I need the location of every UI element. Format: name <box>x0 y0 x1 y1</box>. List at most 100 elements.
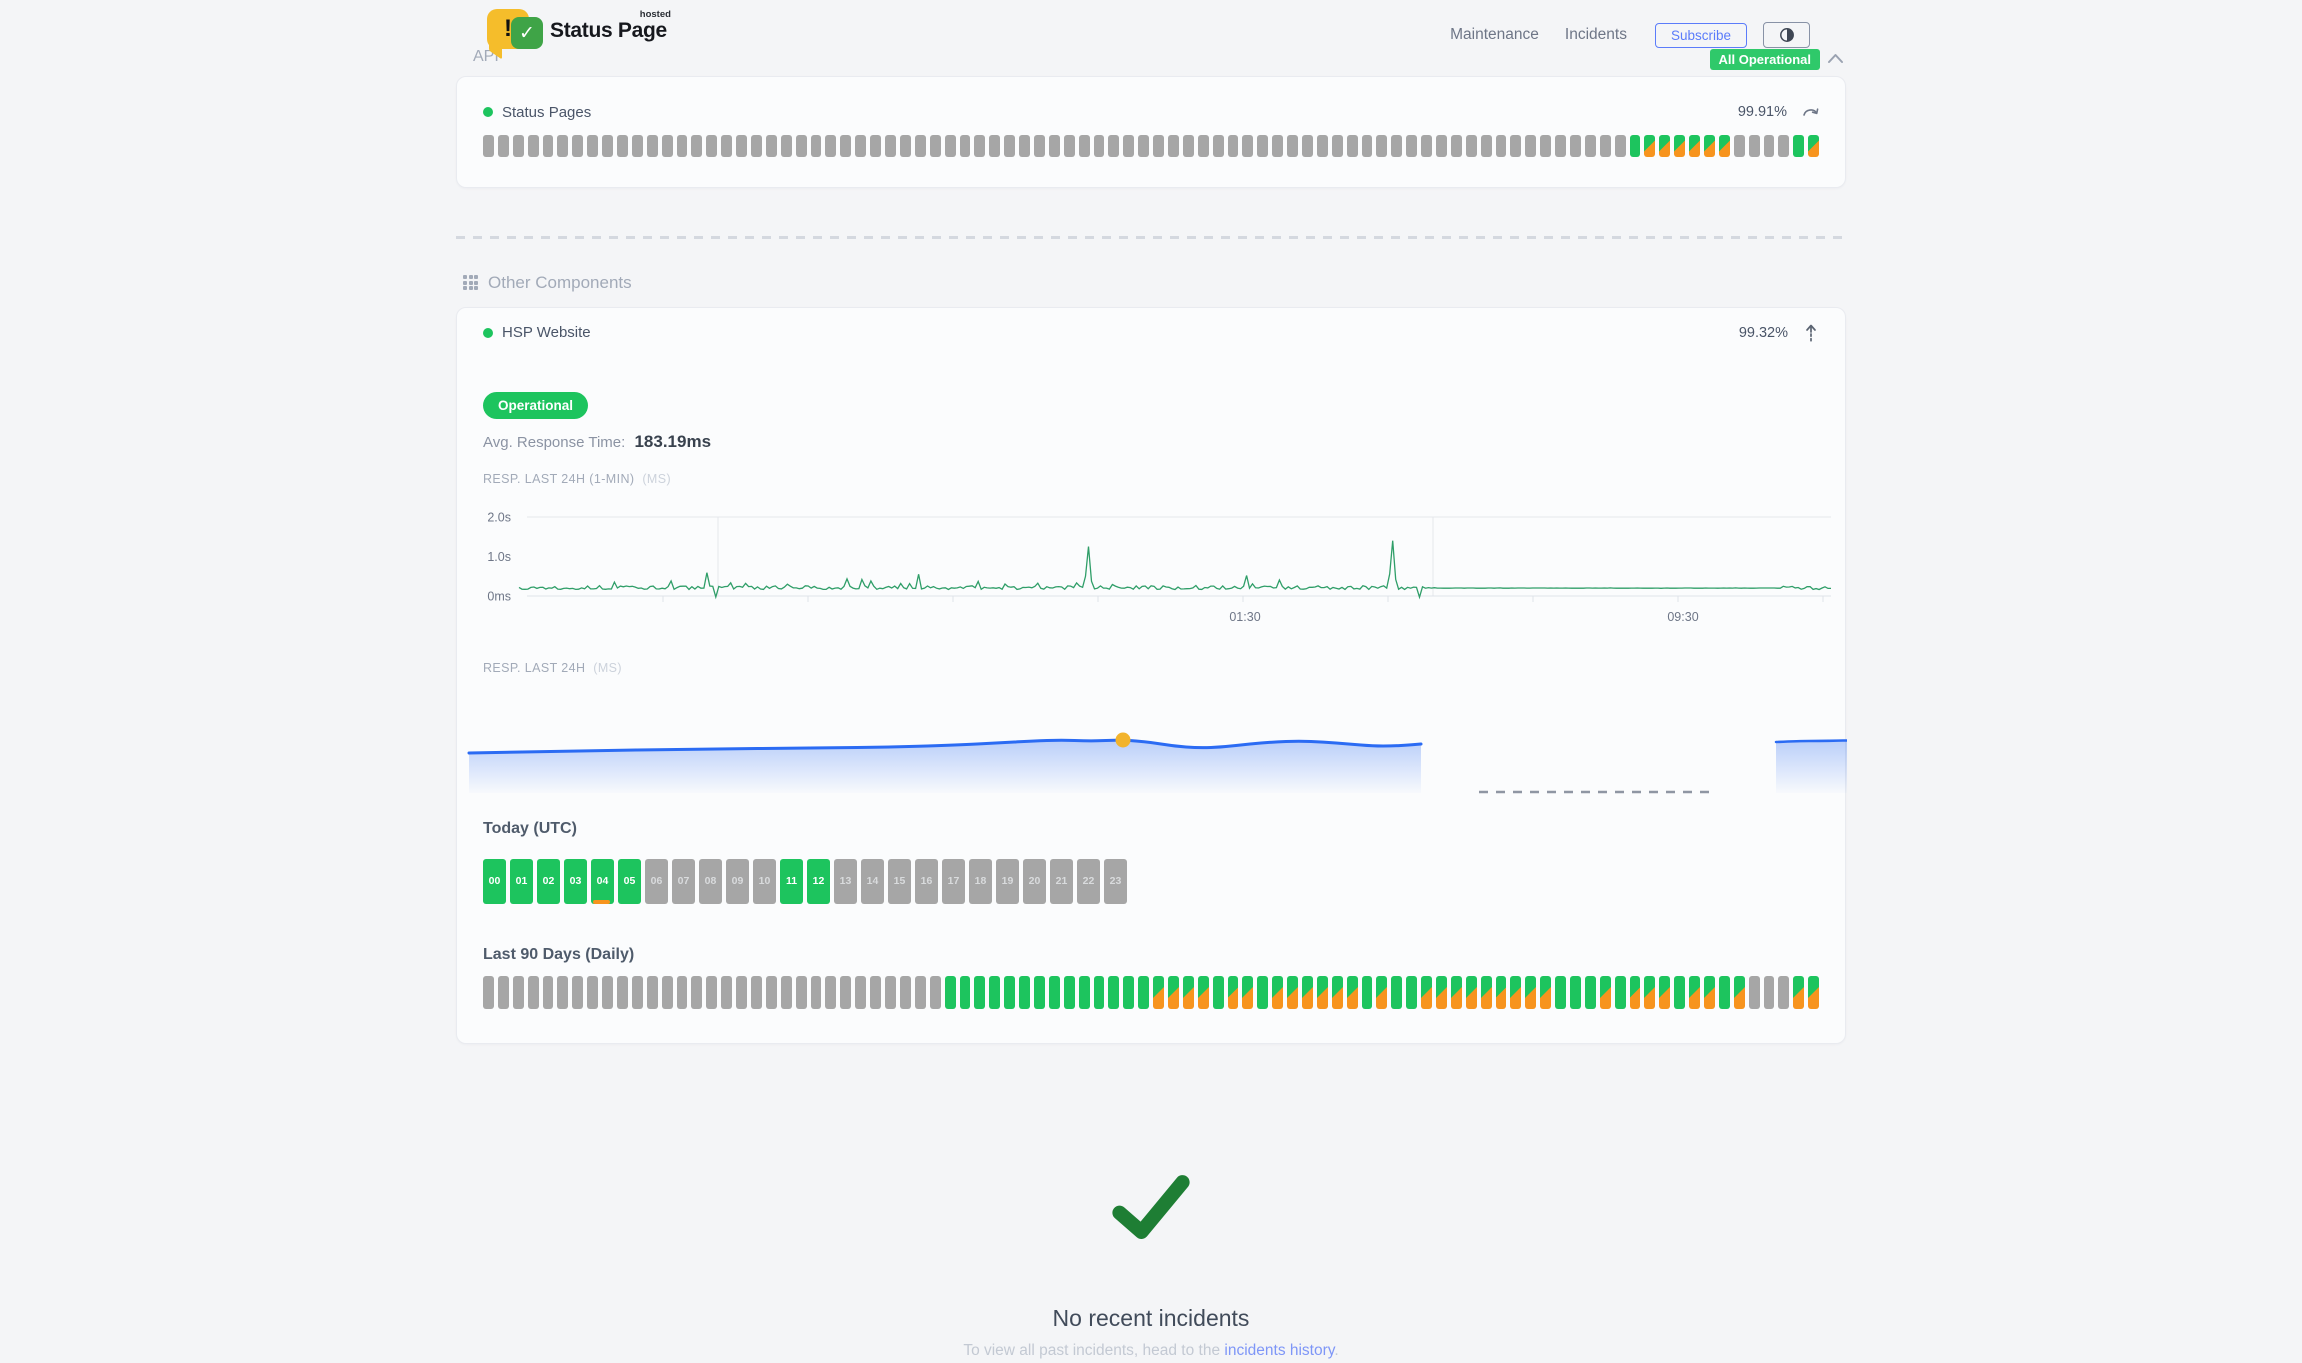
uptime-bar[interactable] <box>1778 135 1790 157</box>
uptime-bar[interactable] <box>1659 975 1671 1009</box>
uptime-bar[interactable] <box>736 975 748 1009</box>
uptime-bar[interactable] <box>1242 135 1254 157</box>
uptime-bar[interactable] <box>1272 975 1284 1009</box>
uptime-bar[interactable] <box>840 135 852 157</box>
hour-cell[interactable]: 00 <box>483 858 506 904</box>
uptime-bar[interactable] <box>706 975 718 1009</box>
uptime-bar[interactable] <box>706 135 718 157</box>
hour-cell[interactable]: 11 <box>780 858 803 904</box>
uptime-bar[interactable] <box>512 975 524 1009</box>
uptime-bar[interactable] <box>1361 135 1373 157</box>
uptime-bar[interactable] <box>1078 975 1090 1009</box>
uptime-bar[interactable] <box>721 135 733 157</box>
uptime-bar[interactable] <box>1316 975 1328 1009</box>
uptime-bar[interactable] <box>1078 135 1090 157</box>
uptime-bar[interactable] <box>825 975 837 1009</box>
uptime-bar[interactable] <box>1599 975 1611 1009</box>
uptime-bar[interactable] <box>1182 975 1194 1009</box>
uptime-bar[interactable] <box>497 975 509 1009</box>
uptime-bar[interactable] <box>1063 135 1075 157</box>
uptime-bar[interactable] <box>1153 135 1164 157</box>
hour-cell[interactable]: 20 <box>1023 858 1046 904</box>
uptime-bar[interactable] <box>929 135 941 157</box>
uptime-bar[interactable] <box>1138 975 1150 1009</box>
uptime-bar[interactable] <box>1093 975 1105 1009</box>
uptime-bar[interactable] <box>631 975 643 1009</box>
uptime-bar[interactable] <box>483 975 494 1009</box>
uptime-bar[interactable] <box>870 135 882 157</box>
uptime-bar[interactable] <box>870 975 882 1009</box>
incidents-history-link[interactable]: incidents history <box>1224 1341 1335 1359</box>
uptime-bar[interactable] <box>1510 975 1522 1009</box>
hour-cell[interactable]: 03 <box>564 858 587 904</box>
uptime-bar[interactable] <box>1525 135 1537 157</box>
uptime-bar[interactable] <box>691 135 703 157</box>
uptime-bar[interactable] <box>1629 975 1641 1009</box>
hour-cell[interactable]: 13 <box>834 858 857 904</box>
uptime-bar[interactable] <box>676 975 688 1009</box>
uptime-bar[interactable] <box>1153 975 1164 1009</box>
uptime-bar[interactable] <box>1123 135 1135 157</box>
hour-cell[interactable]: 17 <box>942 858 965 904</box>
uptime-bar[interactable] <box>1599 135 1611 157</box>
uptime-bar[interactable] <box>587 135 599 157</box>
uptime-bar[interactable] <box>661 135 673 157</box>
uptime-bar[interactable] <box>1778 975 1790 1009</box>
uptime-bar[interactable] <box>989 135 1001 157</box>
uptime-bar[interactable] <box>617 975 628 1009</box>
uptime-bar[interactable] <box>1004 975 1016 1009</box>
uptime-bar[interactable] <box>572 135 584 157</box>
uptime-bar[interactable] <box>974 135 986 157</box>
uptime-bar[interactable] <box>527 975 539 1009</box>
uptime-bar[interactable] <box>855 135 867 157</box>
uptime-bar[interactable] <box>1257 135 1269 157</box>
uptime-bar[interactable] <box>1465 975 1477 1009</box>
uptime-bar[interactable] <box>587 975 599 1009</box>
hour-cell[interactable]: 08 <box>699 858 722 904</box>
uptime-bar[interactable] <box>1108 135 1120 157</box>
uptime-bar[interactable] <box>1167 975 1179 1009</box>
uptime-bar[interactable] <box>1242 975 1254 1009</box>
uptime-bar[interactable] <box>1540 135 1552 157</box>
uptime-bar[interactable] <box>1748 975 1760 1009</box>
uptime-bar[interactable] <box>1406 975 1418 1009</box>
uptime-bar[interactable] <box>631 135 643 157</box>
uptime-bar[interactable] <box>885 135 896 157</box>
uptime-bar[interactable] <box>1808 135 1820 157</box>
hour-cell[interactable]: 12 <box>807 858 830 904</box>
uptime-bar[interactable] <box>1480 975 1492 1009</box>
uptime-bar[interactable] <box>1197 975 1209 1009</box>
uptime-bar[interactable] <box>1048 975 1060 1009</box>
uptime-bar[interactable] <box>1346 135 1358 157</box>
uptime-bar[interactable] <box>1644 135 1656 157</box>
uptime-bar[interactable] <box>1033 975 1045 1009</box>
uptime-bar[interactable] <box>840 975 852 1009</box>
uptime-bar[interactable] <box>1704 975 1715 1009</box>
uptime-bar[interactable] <box>1182 135 1194 157</box>
uptime-bar[interactable] <box>1584 135 1596 157</box>
hour-cell[interactable]: 05 <box>618 858 641 904</box>
uptime-bar[interactable] <box>810 135 822 157</box>
uptime-bar[interactable] <box>751 135 762 157</box>
uptime-bar[interactable] <box>1257 975 1269 1009</box>
uptime-bar[interactable] <box>914 975 926 1009</box>
uptime-bar[interactable] <box>1555 975 1567 1009</box>
hour-cell[interactable]: 02 <box>537 858 560 904</box>
uptime-bar[interactable] <box>780 975 792 1009</box>
uptime-bar[interactable] <box>1674 975 1686 1009</box>
hour-cell[interactable]: 16 <box>915 858 938 904</box>
upload-arrow-icon[interactable] <box>1803 324 1819 342</box>
hour-cell[interactable]: 15 <box>888 858 911 904</box>
uptime-bar[interactable] <box>1063 975 1075 1009</box>
uptime-bar[interactable] <box>751 975 762 1009</box>
uptime-bar[interactable] <box>1406 135 1418 157</box>
uptime-bar[interactable] <box>512 135 524 157</box>
uptime-bar[interactable] <box>795 135 807 157</box>
uptime-bar[interactable] <box>944 975 956 1009</box>
uptime-bar[interactable] <box>676 135 688 157</box>
uptime-bar[interactable] <box>557 135 569 157</box>
uptime-bar[interactable] <box>602 975 614 1009</box>
uptime-bar[interactable] <box>1019 135 1030 157</box>
uptime-bar[interactable] <box>646 135 658 157</box>
hour-cell[interactable]: 21 <box>1050 858 1073 904</box>
